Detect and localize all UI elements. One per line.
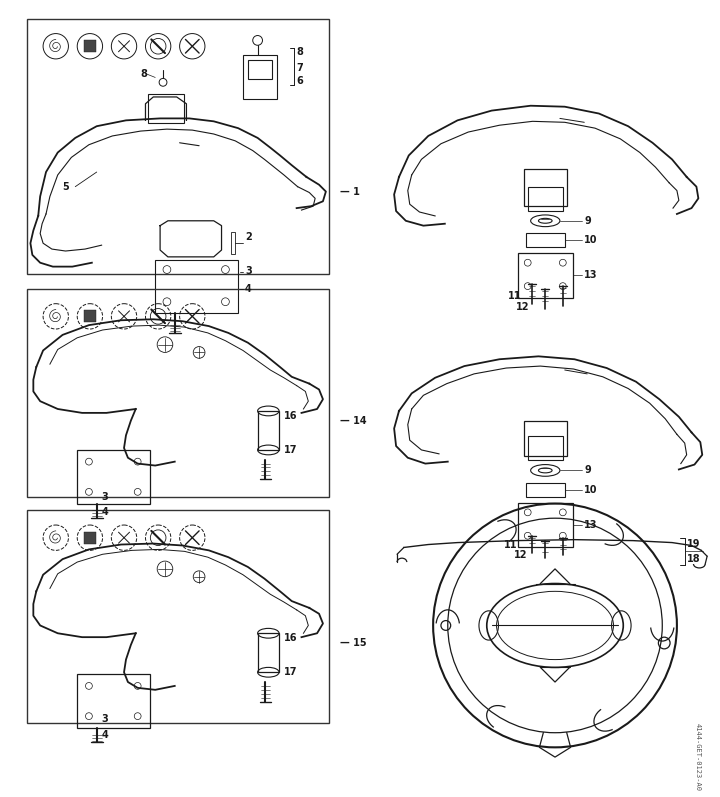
Bar	[148, 94, 184, 124]
Bar	[77, 674, 150, 728]
Bar	[518, 253, 572, 298]
Bar	[27, 19, 329, 274]
Text: — 14: — 14	[341, 416, 367, 426]
Text: 4: 4	[245, 284, 252, 294]
Bar	[77, 450, 150, 504]
Bar	[27, 289, 329, 497]
Bar	[84, 532, 96, 544]
Text: 12: 12	[516, 301, 529, 312]
Text: 3: 3	[102, 714, 108, 724]
Text: 2: 2	[245, 233, 252, 242]
Text: 3: 3	[102, 492, 108, 502]
Bar	[524, 421, 567, 456]
Bar	[27, 510, 329, 723]
Bar	[84, 311, 96, 322]
Bar	[528, 186, 563, 211]
Text: 12: 12	[514, 550, 528, 560]
Bar	[258, 411, 279, 450]
Text: 11: 11	[504, 540, 518, 551]
Text: 8: 8	[297, 47, 304, 57]
Bar	[231, 233, 235, 254]
Text: 4: 4	[102, 730, 108, 740]
Text: 16: 16	[284, 410, 297, 421]
Bar	[156, 260, 238, 313]
Text: 4: 4	[102, 508, 108, 517]
Text: 10: 10	[584, 235, 598, 245]
Text: 13: 13	[584, 270, 598, 281]
Bar	[243, 55, 277, 99]
Text: 17: 17	[284, 445, 297, 455]
Text: 8: 8	[140, 69, 148, 79]
Bar	[526, 483, 564, 497]
Text: 10: 10	[584, 485, 598, 495]
Text: 16: 16	[284, 633, 297, 643]
Bar	[518, 503, 572, 548]
Text: 6: 6	[297, 77, 303, 86]
Text: 13: 13	[584, 520, 598, 530]
Text: — 1: — 1	[341, 186, 361, 197]
Text: 18: 18	[687, 554, 701, 564]
Text: 7: 7	[297, 63, 303, 73]
Text: 5: 5	[63, 182, 69, 191]
Text: 9: 9	[584, 216, 591, 226]
Bar	[526, 234, 564, 247]
Text: 19: 19	[687, 539, 700, 548]
Bar	[528, 436, 563, 460]
Text: — 15: — 15	[341, 638, 367, 648]
Text: 17: 17	[284, 667, 297, 677]
Bar	[248, 60, 272, 80]
Bar	[258, 634, 279, 672]
Text: 4144-GET-0123-A0: 4144-GET-0123-A0	[694, 723, 701, 791]
Text: 9: 9	[584, 465, 591, 476]
Bar	[84, 41, 96, 52]
Bar	[524, 169, 567, 206]
Text: 3: 3	[245, 265, 252, 276]
Text: 11: 11	[508, 291, 522, 301]
